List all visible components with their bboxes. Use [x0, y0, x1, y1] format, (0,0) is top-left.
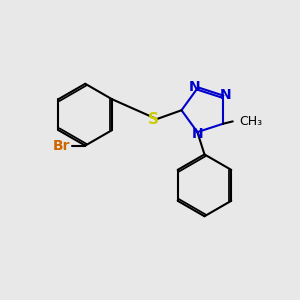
Text: N: N — [192, 128, 203, 141]
Text: S: S — [147, 112, 158, 127]
Text: CH₃: CH₃ — [239, 115, 262, 128]
Text: N: N — [220, 88, 231, 102]
Text: N: N — [189, 80, 201, 94]
Text: Br: Br — [53, 139, 70, 153]
